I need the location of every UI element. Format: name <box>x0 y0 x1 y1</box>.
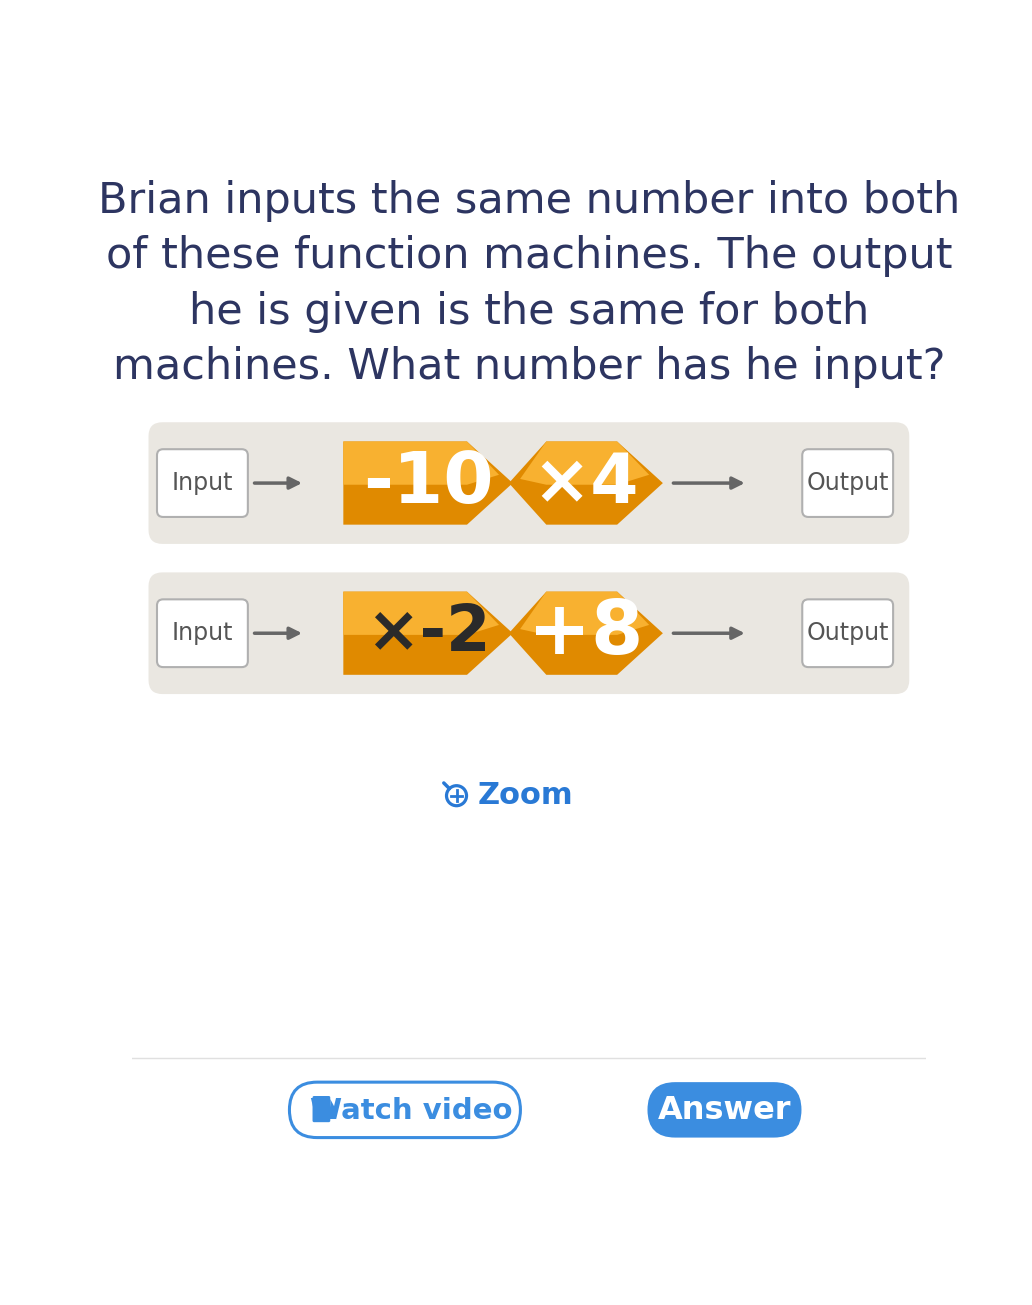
Text: Watch video: Watch video <box>310 1096 512 1125</box>
Polygon shape <box>520 441 649 484</box>
Polygon shape <box>344 591 513 675</box>
Text: Zoom: Zoom <box>478 782 574 810</box>
Text: Output: Output <box>806 471 889 495</box>
FancyBboxPatch shape <box>149 423 909 544</box>
Polygon shape <box>520 591 649 636</box>
Text: Answer: Answer <box>657 1095 792 1126</box>
FancyBboxPatch shape <box>802 599 893 667</box>
FancyBboxPatch shape <box>313 1096 330 1122</box>
FancyBboxPatch shape <box>157 449 248 517</box>
Text: Brian inputs the same number into both: Brian inputs the same number into both <box>98 180 960 222</box>
FancyBboxPatch shape <box>157 599 248 667</box>
Text: machines. What number has he input?: machines. What number has he input? <box>112 346 945 388</box>
Text: he is given is the same for both: he is given is the same for both <box>189 291 869 333</box>
Text: -10: -10 <box>362 449 493 518</box>
Polygon shape <box>344 441 513 525</box>
Polygon shape <box>509 441 663 525</box>
Polygon shape <box>330 1099 335 1120</box>
Text: ×4: ×4 <box>533 450 639 517</box>
Text: of these function machines. The output: of these function machines. The output <box>105 235 953 277</box>
Polygon shape <box>344 591 499 636</box>
Text: Input: Input <box>171 471 233 495</box>
Text: ×-2: ×-2 <box>365 602 490 664</box>
Text: +8: +8 <box>528 596 644 669</box>
FancyBboxPatch shape <box>149 573 909 694</box>
Text: Output: Output <box>806 621 889 645</box>
Text: Input: Input <box>171 621 233 645</box>
FancyBboxPatch shape <box>647 1082 802 1138</box>
Polygon shape <box>344 441 499 484</box>
FancyBboxPatch shape <box>289 1082 520 1138</box>
Polygon shape <box>509 591 663 675</box>
FancyBboxPatch shape <box>802 449 893 517</box>
